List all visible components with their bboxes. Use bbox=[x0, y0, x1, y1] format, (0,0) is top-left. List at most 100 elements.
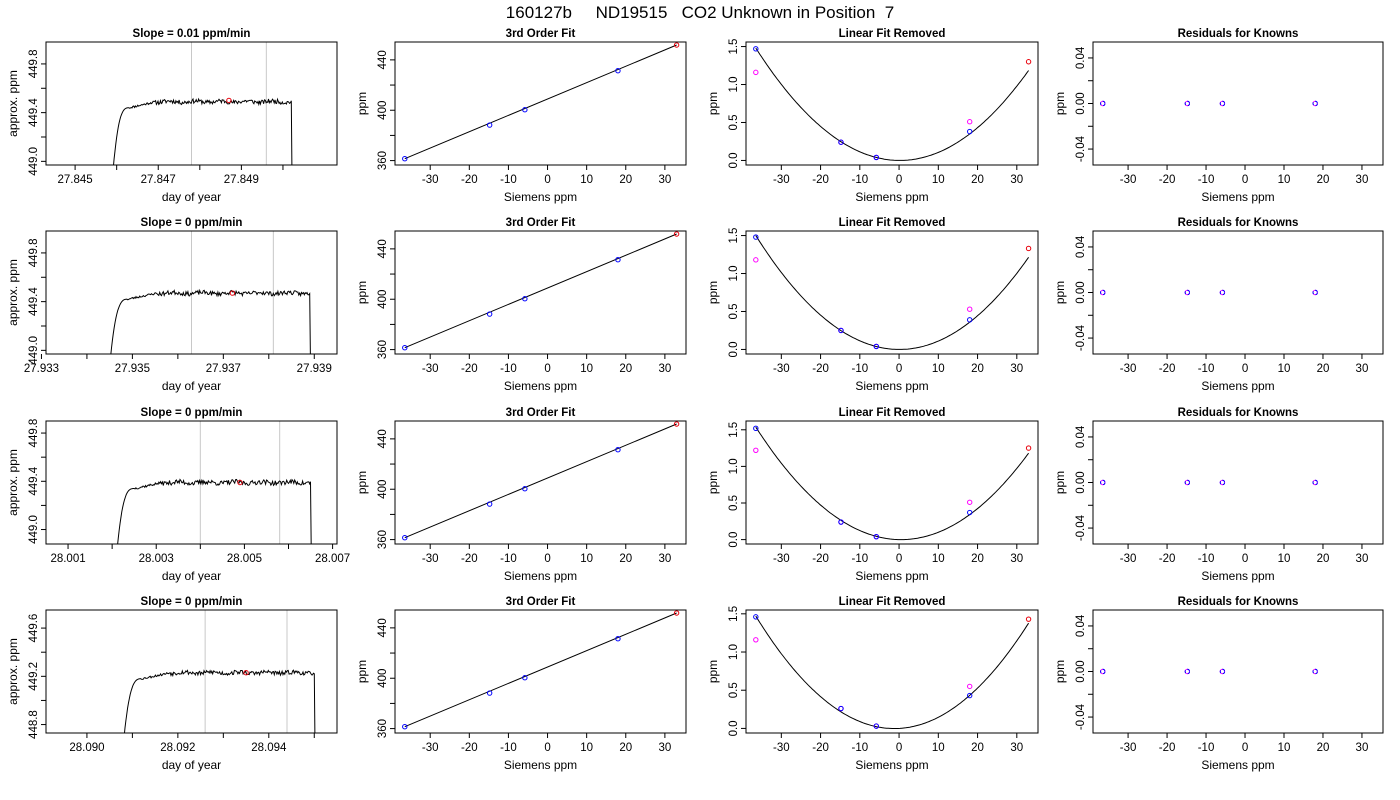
linear-removed-r1-known-point bbox=[838, 139, 844, 145]
fit-r2-known-point bbox=[522, 296, 528, 302]
linear-removed-r2-ytick-label: 1.0 bbox=[728, 266, 740, 282]
residuals-r2-frame bbox=[1092, 230, 1384, 355]
fit-r4-title: 3rd Order Fit bbox=[506, 596, 576, 608]
linear-removed-r3-ytick-label: 1.5 bbox=[728, 422, 740, 438]
linear-removed-r4-ytick-label: 0.0 bbox=[728, 720, 740, 736]
trace-r1-title: Slope = 0.01 ppm/min bbox=[133, 28, 251, 40]
residuals-r4-xtick-label: -10 bbox=[1198, 742, 1215, 754]
fit-r2-xlabel: Siemens ppm bbox=[504, 379, 577, 393]
trace-r4-data bbox=[123, 610, 316, 733]
fit-r4-xtick-label: 30 bbox=[658, 742, 671, 754]
fit-r1-xlabel: Siemens ppm bbox=[504, 190, 577, 204]
linear-removed-r3-title: Linear Fit Removed bbox=[839, 407, 946, 419]
fit-r4-panel: 3rd Order Fit -30 -20 -10 0 10 20 30 360 400 440 Si… bbox=[355, 596, 687, 772]
linear-removed-r2-xtick-label: -10 bbox=[852, 363, 869, 375]
trace-r2-panel: Slope = 0 ppm/min 27.933 27.935 27.937 27.93… bbox=[6, 217, 338, 393]
linear-removed-r1-raw-point bbox=[753, 69, 759, 76]
residuals-r3-ytick-label: 0.00 bbox=[1075, 471, 1087, 493]
residuals-r4-ylabel: ppm bbox=[1053, 660, 1067, 683]
residuals-r2-xtick-label: 30 bbox=[1356, 363, 1369, 375]
linear-removed-r2-fit-curve bbox=[755, 235, 1030, 350]
fit-r4-known-point bbox=[486, 690, 493, 696]
linear-removed-r2-xlabel: Siemens ppm bbox=[855, 379, 928, 393]
fit-r4-xtick-label: 0 bbox=[544, 742, 550, 754]
linear-removed-r4-xtick-label: -20 bbox=[812, 742, 829, 754]
trace-r1-xtick-label: 27.847 bbox=[141, 174, 176, 186]
fit-r1-known-point bbox=[615, 68, 621, 74]
linear-removed-r3-panel: Linear Fit Removed -30 -20 -10 0 10 20 30 0.0 0.5… bbox=[706, 407, 1039, 583]
residuals-r1-xtick-label: -10 bbox=[1198, 174, 1215, 186]
trace-r4-frame bbox=[45, 609, 338, 734]
residuals-r2-xtick-label: 0 bbox=[1242, 363, 1248, 375]
residuals-r3-ytick-label: 0.04 bbox=[1075, 425, 1087, 448]
fit-r2-xtick-label: -30 bbox=[422, 363, 439, 375]
linear-removed-r3-fit-curve bbox=[755, 426, 1029, 541]
fit-r1-unknown-point bbox=[673, 42, 680, 48]
residuals-r4-residual-point bbox=[1100, 668, 1106, 675]
linear-removed-r1-ytick-label: 0.5 bbox=[728, 114, 740, 130]
linear-removed-r4-data bbox=[753, 614, 1032, 729]
residuals-r4-ytick-label: 0.04 bbox=[1075, 614, 1087, 637]
residuals-r3-xtick-label: 20 bbox=[1317, 553, 1330, 565]
residuals-r4-ytick-label: 0.00 bbox=[1075, 660, 1087, 682]
residuals-r3-data bbox=[1100, 479, 1318, 486]
fit-r2-ytick-label: 400 bbox=[377, 290, 389, 309]
linear-removed-r2-raw-point bbox=[753, 257, 759, 263]
linear-removed-r1-unknown-point bbox=[1025, 59, 1032, 65]
linear-removed-r3-known-point bbox=[838, 519, 844, 525]
linear-removed-r1-xtick-label: -30 bbox=[773, 174, 790, 186]
linear-removed-r2-xtick-label: -30 bbox=[773, 363, 790, 375]
residuals-r2-residual-point bbox=[1312, 289, 1318, 296]
trace-r4-mean-point bbox=[243, 670, 249, 676]
residuals-r4-frame bbox=[1092, 609, 1384, 734]
linear-removed-r3-xtick-label: 20 bbox=[971, 553, 984, 565]
fit-r1-xtick-label: -30 bbox=[422, 174, 439, 186]
fit-r1-ytick-label: 360 bbox=[377, 151, 389, 170]
residuals-r1-data bbox=[1100, 100, 1318, 107]
residuals-r1-residual-point bbox=[1312, 100, 1318, 107]
residuals-r3-xtick-label: -30 bbox=[1120, 553, 1137, 565]
residuals-r4-xtick-label: -20 bbox=[1159, 742, 1176, 754]
trace-r2-ylabel: approx. ppm bbox=[6, 259, 20, 326]
residuals-r2-xtick-label: -30 bbox=[1120, 363, 1137, 375]
trace-r2-xtick-label: 27.935 bbox=[115, 363, 150, 375]
trace-r2-data bbox=[110, 231, 311, 354]
linear-removed-r4-known-point bbox=[967, 692, 973, 699]
fit-r3-unknown-point bbox=[673, 421, 680, 427]
residuals-r3-residual-point bbox=[1100, 479, 1106, 486]
trace-r2-ytick-label: 449.4 bbox=[28, 287, 40, 316]
linear-removed-r4-ytick-label: 1.5 bbox=[728, 606, 740, 622]
linear-removed-r4-ytick-label: 0.5 bbox=[728, 682, 740, 698]
figure-title: 160127b ND19515 CO2 Unknown in Position … bbox=[506, 3, 894, 22]
linear-removed-r2-xtick-label: -20 bbox=[812, 363, 829, 375]
fit-r3-ytick-label: 400 bbox=[377, 480, 389, 499]
fit-r1-frame bbox=[394, 41, 687, 166]
residuals-r3-residual-point bbox=[1184, 479, 1191, 486]
trace-r4-xtick-label: 28.092 bbox=[160, 742, 195, 754]
trace-r4-title: Slope = 0 ppm/min bbox=[141, 596, 243, 608]
linear-removed-r3-known-point bbox=[873, 533, 880, 540]
trace-r3-title: Slope = 0 ppm/min bbox=[141, 407, 243, 419]
fit-r1-xtick-label: -20 bbox=[461, 174, 478, 186]
fit-r1-xtick-label: -10 bbox=[500, 174, 517, 186]
residuals-r4-xtick-label: 20 bbox=[1317, 742, 1330, 754]
linear-removed-r3-raw-point bbox=[967, 499, 973, 505]
linear-removed-r3-ytick-label: 0.5 bbox=[728, 495, 740, 511]
fit-r1-known-point bbox=[486, 122, 493, 128]
fit-r3-ytick-label: 440 bbox=[377, 429, 389, 448]
residuals-r2-data bbox=[1100, 289, 1318, 296]
linear-removed-r1-ytick-label: 1.0 bbox=[728, 77, 740, 93]
residuals-r4-xtick-label: 30 bbox=[1356, 742, 1369, 754]
fit-r3-xtick-label: 30 bbox=[658, 553, 671, 565]
fit-r3-xtick-label: -20 bbox=[461, 553, 478, 565]
residuals-r1-xtick-label: -30 bbox=[1120, 174, 1137, 186]
fit-r1-data bbox=[402, 42, 680, 162]
residuals-r1-residual-point bbox=[1219, 100, 1226, 107]
residuals-r3-frame bbox=[1092, 420, 1384, 545]
fit-r1-panel: 3rd Order Fit -30 -20 -10 0 10 20 30 360 400 440 Si… bbox=[355, 28, 687, 204]
residuals-r2-xtick-label: -10 bbox=[1198, 363, 1215, 375]
residuals-r2-ylabel: ppm bbox=[1053, 281, 1067, 304]
fit-r4-unknown-point bbox=[673, 610, 680, 616]
fit-r1-ytick-label: 400 bbox=[377, 101, 389, 120]
